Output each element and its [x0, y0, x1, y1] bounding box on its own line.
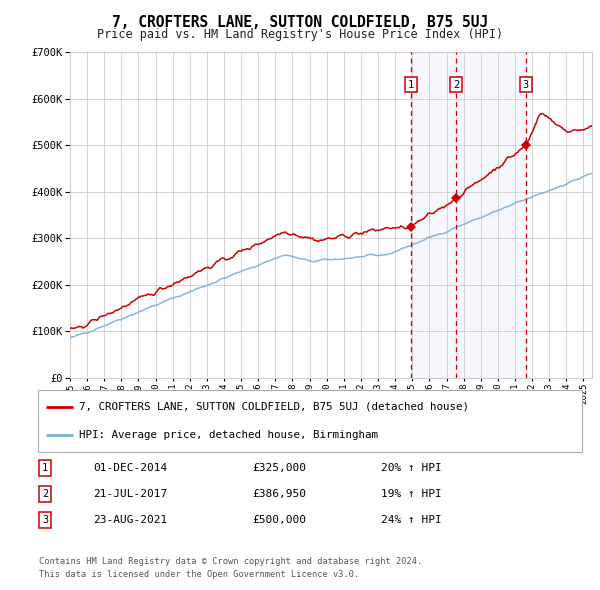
Text: £325,000: £325,000	[252, 463, 306, 473]
Text: 19% ↑ HPI: 19% ↑ HPI	[381, 489, 442, 499]
Text: 1: 1	[42, 463, 48, 473]
Text: This data is licensed under the Open Government Licence v3.0.: This data is licensed under the Open Gov…	[39, 571, 359, 579]
Text: 7, CROFTERS LANE, SUTTON COLDFIELD, B75 5UJ: 7, CROFTERS LANE, SUTTON COLDFIELD, B75 …	[112, 15, 488, 30]
Text: 1: 1	[408, 80, 414, 90]
Text: 24% ↑ HPI: 24% ↑ HPI	[381, 515, 442, 525]
Text: 21-JUL-2017: 21-JUL-2017	[93, 489, 167, 499]
FancyBboxPatch shape	[38, 390, 582, 452]
Text: 2: 2	[453, 80, 459, 90]
Text: Contains HM Land Registry data © Crown copyright and database right 2024.: Contains HM Land Registry data © Crown c…	[39, 558, 422, 566]
Text: 20% ↑ HPI: 20% ↑ HPI	[381, 463, 442, 473]
Bar	[411, 52, 526, 378]
Text: HPI: Average price, detached house, Birmingham: HPI: Average price, detached house, Birm…	[79, 430, 378, 440]
Text: 01-DEC-2014: 01-DEC-2014	[93, 463, 167, 473]
Text: £386,950: £386,950	[252, 489, 306, 499]
Text: 2: 2	[42, 489, 48, 499]
Text: 3: 3	[42, 515, 48, 525]
Text: £500,000: £500,000	[252, 515, 306, 525]
Text: 3: 3	[523, 80, 529, 90]
Text: Price paid vs. HM Land Registry's House Price Index (HPI): Price paid vs. HM Land Registry's House …	[97, 28, 503, 41]
Text: 23-AUG-2021: 23-AUG-2021	[93, 515, 167, 525]
Text: 7, CROFTERS LANE, SUTTON COLDFIELD, B75 5UJ (detached house): 7, CROFTERS LANE, SUTTON COLDFIELD, B75 …	[79, 402, 469, 412]
